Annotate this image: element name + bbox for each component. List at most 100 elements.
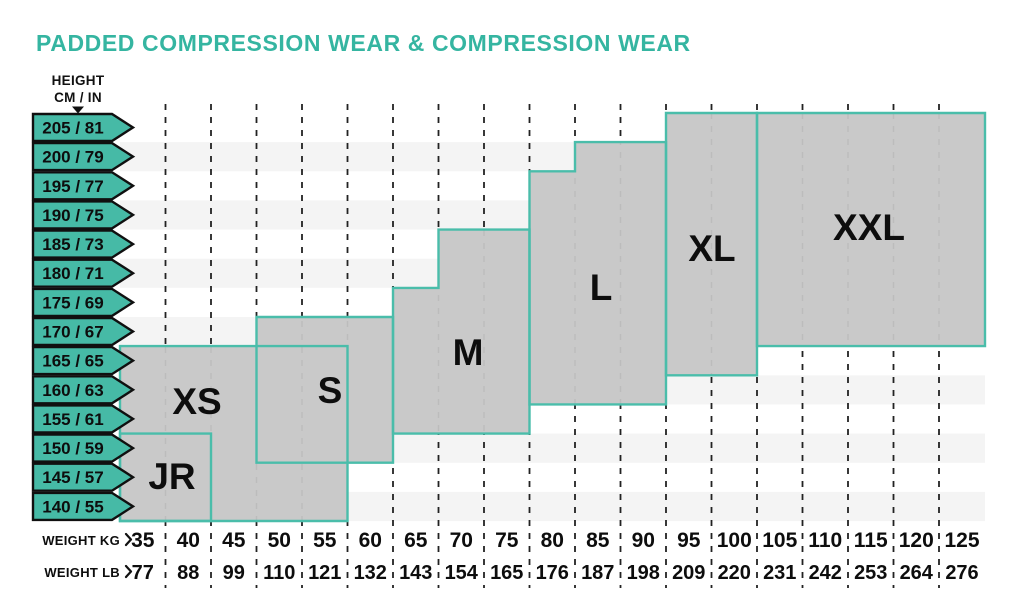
weight-kg-value: 120 bbox=[899, 529, 934, 552]
height-tag: 200 / 79 bbox=[31, 141, 136, 172]
weight-lb-value: 220 bbox=[718, 562, 751, 584]
height-tag-label: 180 / 71 bbox=[42, 264, 103, 283]
height-tag-label: 190 / 75 bbox=[42, 206, 103, 225]
weight-kg-value: 125 bbox=[944, 529, 979, 552]
height-tag-shape bbox=[31, 491, 136, 522]
size-label-m: M bbox=[453, 332, 484, 373]
height-tag-label: 185 / 73 bbox=[42, 235, 103, 254]
weight-lb-axis: WEIGHT LB 77 88 99 110 121 132 143 154 1… bbox=[44, 562, 978, 584]
height-tag-shape bbox=[31, 229, 136, 259]
height-tag: 205 / 81 bbox=[31, 112, 136, 143]
weight-lb-value: 231 bbox=[763, 562, 796, 584]
height-tag-label: 155 / 61 bbox=[42, 410, 103, 429]
weight-kg-value: 95 bbox=[677, 529, 701, 552]
height-tag-shape bbox=[31, 462, 136, 492]
height-tag: 150 / 59 bbox=[31, 433, 136, 463]
weight-lb-value: 264 bbox=[900, 562, 934, 584]
weight-kg-value: 105 bbox=[762, 529, 797, 552]
height-tag-label: 165 / 65 bbox=[42, 352, 103, 371]
weight-kg-value: 70 bbox=[450, 529, 473, 552]
weight-kg-value: 65 bbox=[404, 529, 428, 552]
height-tag: 185 / 73 bbox=[31, 229, 136, 259]
weight-kg-value: 45 bbox=[222, 529, 246, 552]
weight-kg-axis: WEIGHT KG 35 40 45 50 55 60 65 70 75 80 … bbox=[42, 529, 980, 552]
height-axis-label-line1: HEIGHT bbox=[52, 73, 105, 88]
height-axis-arrow-icon bbox=[72, 106, 84, 114]
height-tag-shape bbox=[31, 316, 136, 347]
size-region-m bbox=[393, 229, 530, 434]
height-tag: 160 / 63 bbox=[31, 375, 136, 405]
size-label-xxl: XXL bbox=[833, 207, 905, 248]
weight-lb-value: 242 bbox=[809, 562, 842, 584]
height-tag-label: 175 / 69 bbox=[42, 293, 103, 312]
height-tag-shape bbox=[31, 171, 136, 201]
height-tag-label: 140 / 55 bbox=[42, 497, 103, 516]
weight-kg-value: 110 bbox=[808, 529, 842, 552]
weight-lb-value: 121 bbox=[308, 562, 341, 584]
size-label-s: S bbox=[318, 370, 343, 411]
weight-kg-value: 75 bbox=[495, 529, 519, 552]
size-region-xl-border bbox=[664, 111, 759, 377]
weight-lb-value: 88 bbox=[177, 562, 199, 584]
height-tag-shape bbox=[31, 141, 136, 172]
height-tag-shape bbox=[31, 404, 136, 434]
height-axis-label-line2: CM / IN bbox=[54, 90, 102, 105]
weight-lb-value: 143 bbox=[399, 562, 432, 584]
size-label-jr: JR bbox=[148, 456, 195, 497]
height-tag: 175 / 69 bbox=[31, 287, 136, 318]
size-labels: JR XS S M L XL XXL bbox=[148, 207, 905, 497]
weight-lb-value: 187 bbox=[581, 562, 614, 584]
height-tag: 140 / 55 bbox=[31, 491, 136, 522]
height-tag-shape bbox=[31, 375, 136, 405]
height-tag: 145 / 57 bbox=[31, 462, 136, 492]
weight-lb-value: 165 bbox=[490, 562, 523, 584]
height-tag-shape bbox=[31, 345, 136, 376]
weight-lb-value: 253 bbox=[854, 562, 887, 584]
height-tag: 165 / 65 bbox=[31, 345, 136, 376]
size-region-s bbox=[256, 317, 393, 463]
weight-lb-value: 176 bbox=[536, 562, 569, 584]
weight-kg-value: 50 bbox=[268, 529, 291, 552]
weight-lb-value: 198 bbox=[627, 562, 660, 584]
height-tag-label: 195 / 77 bbox=[42, 177, 103, 196]
weight-lb-value: 110 bbox=[263, 562, 295, 584]
size-label-xl: XL bbox=[688, 228, 735, 269]
weight-kg-value: 55 bbox=[313, 529, 337, 552]
weight-lb-axis-label: WEIGHT LB bbox=[44, 565, 120, 580]
height-tag-shape bbox=[31, 433, 136, 463]
weight-kg-value: 85 bbox=[586, 529, 610, 552]
size-region-jr-border bbox=[118, 432, 213, 523]
page-title: PADDED COMPRESSION WEAR & COMPRESSION WE… bbox=[36, 30, 691, 56]
height-tag-label: 160 / 63 bbox=[42, 381, 103, 400]
height-tag-label: 200 / 79 bbox=[42, 148, 103, 167]
height-tags: 205 / 81 200 / 79 195 / 77 190 / 75 185 … bbox=[31, 112, 136, 522]
weight-kg-value: 90 bbox=[632, 529, 655, 552]
weight-kg-value: 35 bbox=[131, 529, 155, 552]
weight-kg-value: 60 bbox=[359, 529, 382, 552]
height-tag: 195 / 77 bbox=[31, 171, 136, 201]
weight-lb-value: 77 bbox=[132, 562, 154, 584]
height-tag: 155 / 61 bbox=[31, 404, 136, 434]
weight-lb-value: 99 bbox=[223, 562, 245, 584]
weight-lb-value: 132 bbox=[354, 562, 387, 584]
weight-kg-value: 115 bbox=[854, 529, 888, 552]
weight-kg-value: 100 bbox=[717, 529, 752, 552]
height-tag-shape bbox=[31, 200, 136, 230]
height-tag-label: 170 / 67 bbox=[42, 323, 103, 342]
size-region-borders bbox=[118, 111, 987, 523]
weight-lb-value: 154 bbox=[445, 562, 479, 584]
weight-kg-arrow-icon bbox=[124, 532, 133, 547]
size-label-l: L bbox=[590, 267, 613, 308]
weight-lb-value: 276 bbox=[945, 562, 978, 584]
height-tag-shape bbox=[31, 112, 136, 143]
weight-kg-value: 40 bbox=[177, 529, 200, 552]
size-region-s-border bbox=[255, 315, 395, 464]
height-tag-label: 150 / 59 bbox=[42, 439, 103, 458]
weight-kg-axis-label: WEIGHT KG bbox=[42, 533, 120, 548]
height-tag-label: 205 / 81 bbox=[42, 119, 103, 138]
weight-kg-value: 80 bbox=[541, 529, 564, 552]
size-region-xxl bbox=[757, 113, 985, 347]
height-tag-label: 145 / 57 bbox=[42, 468, 103, 487]
height-tag-shape bbox=[31, 258, 136, 288]
